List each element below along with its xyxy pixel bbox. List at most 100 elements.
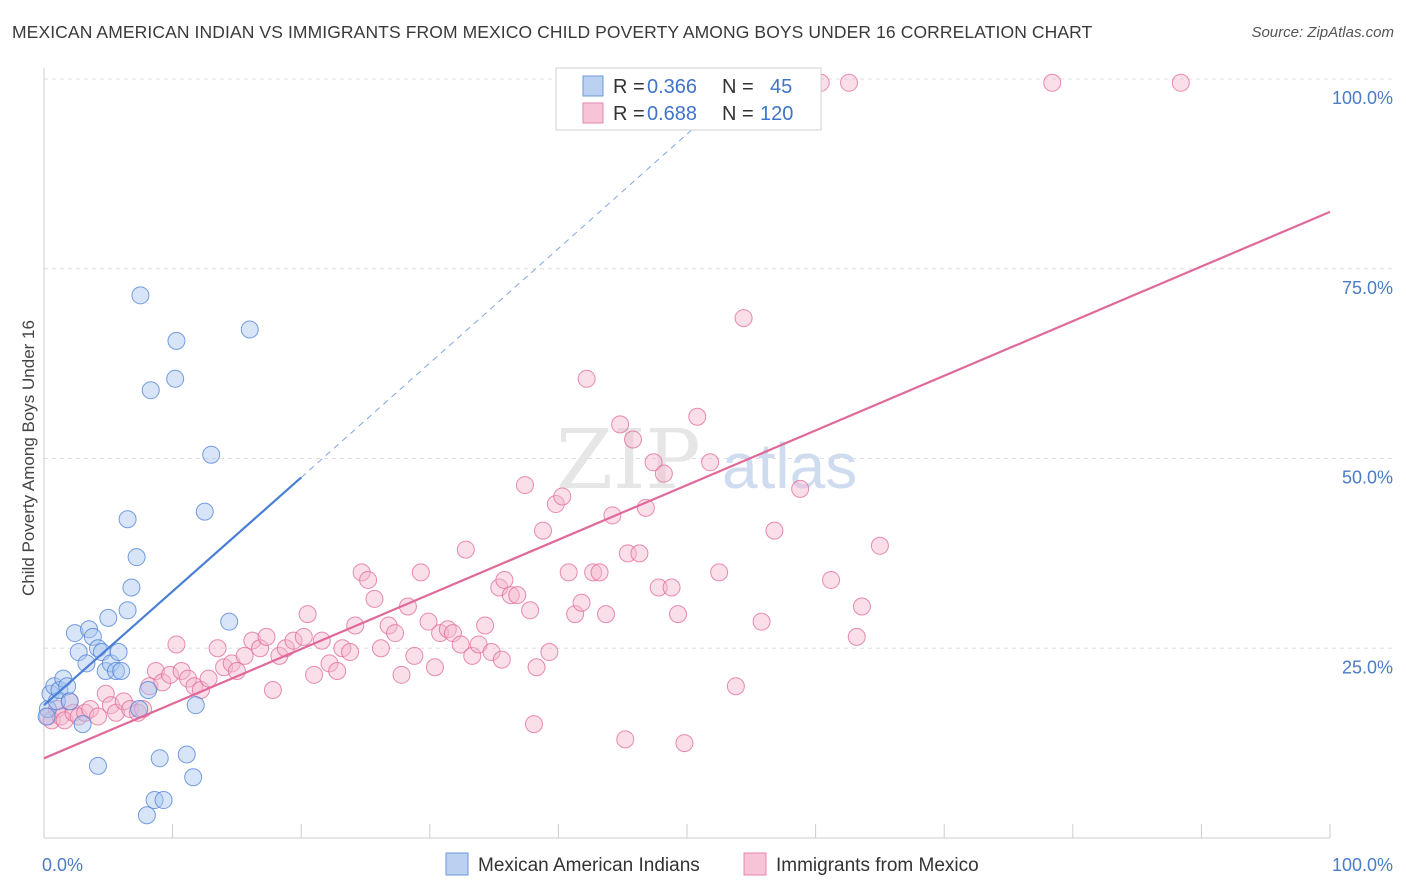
bottom-legend: Mexican American Indians Immigrants from… bbox=[445, 852, 979, 876]
pink-point bbox=[451, 635, 470, 654]
blue-point bbox=[167, 331, 186, 350]
pink-point bbox=[172, 662, 191, 681]
bottom-legend-swatch-blue bbox=[445, 852, 469, 876]
pink-point bbox=[584, 563, 603, 582]
pink-point bbox=[352, 563, 371, 582]
pink-point bbox=[341, 643, 360, 662]
pink-point bbox=[649, 578, 668, 597]
pink-series-points bbox=[38, 73, 1190, 753]
blue-point bbox=[37, 707, 56, 726]
pink-point bbox=[734, 309, 753, 328]
bottom-legend-label-blue: Mexican American Indians bbox=[478, 855, 700, 876]
x-tick-label: 0.0% bbox=[42, 855, 83, 875]
pink-point bbox=[654, 464, 673, 483]
pink-point bbox=[263, 680, 282, 699]
pink-point bbox=[405, 646, 424, 665]
blue-point bbox=[127, 548, 146, 567]
pink-point bbox=[305, 665, 324, 684]
pink-point bbox=[161, 665, 180, 684]
blue-point bbox=[177, 745, 196, 764]
pink-point bbox=[630, 544, 649, 563]
blue-point bbox=[166, 369, 185, 388]
blue-point bbox=[184, 768, 203, 787]
pink-point bbox=[668, 605, 687, 624]
pink-point bbox=[167, 635, 186, 654]
blue-point bbox=[109, 643, 128, 662]
pink-point bbox=[791, 479, 810, 498]
blue-point bbox=[73, 715, 92, 734]
y-tick-label: 50.0% bbox=[1342, 468, 1393, 488]
pink-point bbox=[392, 665, 411, 684]
blue-point bbox=[240, 320, 259, 339]
grid-lines bbox=[44, 78, 1394, 649]
pink-point bbox=[508, 586, 527, 605]
pink-point bbox=[298, 605, 317, 624]
pink-point bbox=[611, 415, 630, 434]
blue-point bbox=[118, 510, 137, 529]
pink-point bbox=[765, 521, 784, 540]
pink-point bbox=[847, 627, 866, 646]
pink-point bbox=[1171, 73, 1190, 92]
pink-point bbox=[476, 616, 495, 635]
pink-point bbox=[688, 407, 707, 426]
pink-point bbox=[527, 658, 546, 677]
pink-point bbox=[411, 563, 430, 582]
blue-point bbox=[77, 654, 96, 673]
pink-point bbox=[644, 453, 663, 472]
pink-point bbox=[379, 616, 398, 635]
legend-r-value: 0.366 bbox=[647, 76, 697, 98]
pink-point bbox=[590, 563, 609, 582]
pink-point bbox=[596, 605, 615, 624]
pink-point bbox=[533, 521, 552, 540]
blue-trend-line-solid bbox=[43, 476, 302, 706]
pink-point bbox=[701, 453, 720, 472]
pink-point bbox=[208, 639, 227, 658]
pink-point bbox=[662, 578, 681, 597]
blue-point bbox=[99, 608, 118, 627]
y-tick-label: 100.0% bbox=[1332, 88, 1393, 108]
legend-r-label: R = bbox=[613, 76, 645, 98]
pink-point bbox=[365, 589, 384, 608]
legend-n-value: 45 bbox=[770, 76, 792, 98]
pink-point bbox=[146, 662, 165, 681]
blue-point bbox=[65, 624, 84, 643]
blue-point bbox=[202, 445, 221, 464]
x-ticks bbox=[172, 824, 1331, 838]
legend-n-label: N = bbox=[722, 103, 754, 125]
pink-point bbox=[501, 586, 520, 605]
pink-point bbox=[419, 612, 438, 631]
pink-point bbox=[540, 643, 559, 662]
blue-point bbox=[89, 756, 108, 775]
x-tick-labels: 0.0% 100.0% bbox=[42, 855, 1393, 875]
pink-point bbox=[81, 699, 100, 718]
y-axis-label: Child Poverty Among Boys Under 16 bbox=[19, 320, 38, 596]
pink-point bbox=[284, 631, 303, 650]
blue-point bbox=[107, 662, 126, 681]
blue-point bbox=[122, 578, 141, 597]
blue-series-points bbox=[37, 286, 259, 825]
pink-point bbox=[328, 662, 347, 681]
pink-point bbox=[546, 495, 565, 514]
pink-point bbox=[257, 627, 276, 646]
pink-point bbox=[114, 692, 133, 711]
blue-point bbox=[118, 601, 137, 620]
blue-point bbox=[137, 806, 156, 825]
blue-point bbox=[83, 627, 102, 646]
pink-point bbox=[55, 711, 74, 730]
blue-point bbox=[131, 286, 150, 305]
pink-point bbox=[320, 654, 339, 673]
pink-point bbox=[235, 646, 254, 665]
y-tick-label: 75.0% bbox=[1342, 278, 1393, 298]
y-tick-labels: 25.0% 50.0% 75.0% 100.0% bbox=[1332, 88, 1393, 677]
pink-trend-line-solid bbox=[43, 210, 1331, 760]
blue-point bbox=[220, 612, 239, 631]
pink-point bbox=[675, 734, 694, 753]
blue-point bbox=[112, 662, 131, 681]
source-credit: Source: ZipAtlas.com bbox=[1251, 24, 1394, 41]
pink-point bbox=[577, 369, 596, 388]
pink-point bbox=[616, 730, 635, 749]
blue-point bbox=[154, 791, 173, 810]
legend-swatch-pink bbox=[582, 102, 604, 124]
blue-point bbox=[195, 502, 214, 521]
